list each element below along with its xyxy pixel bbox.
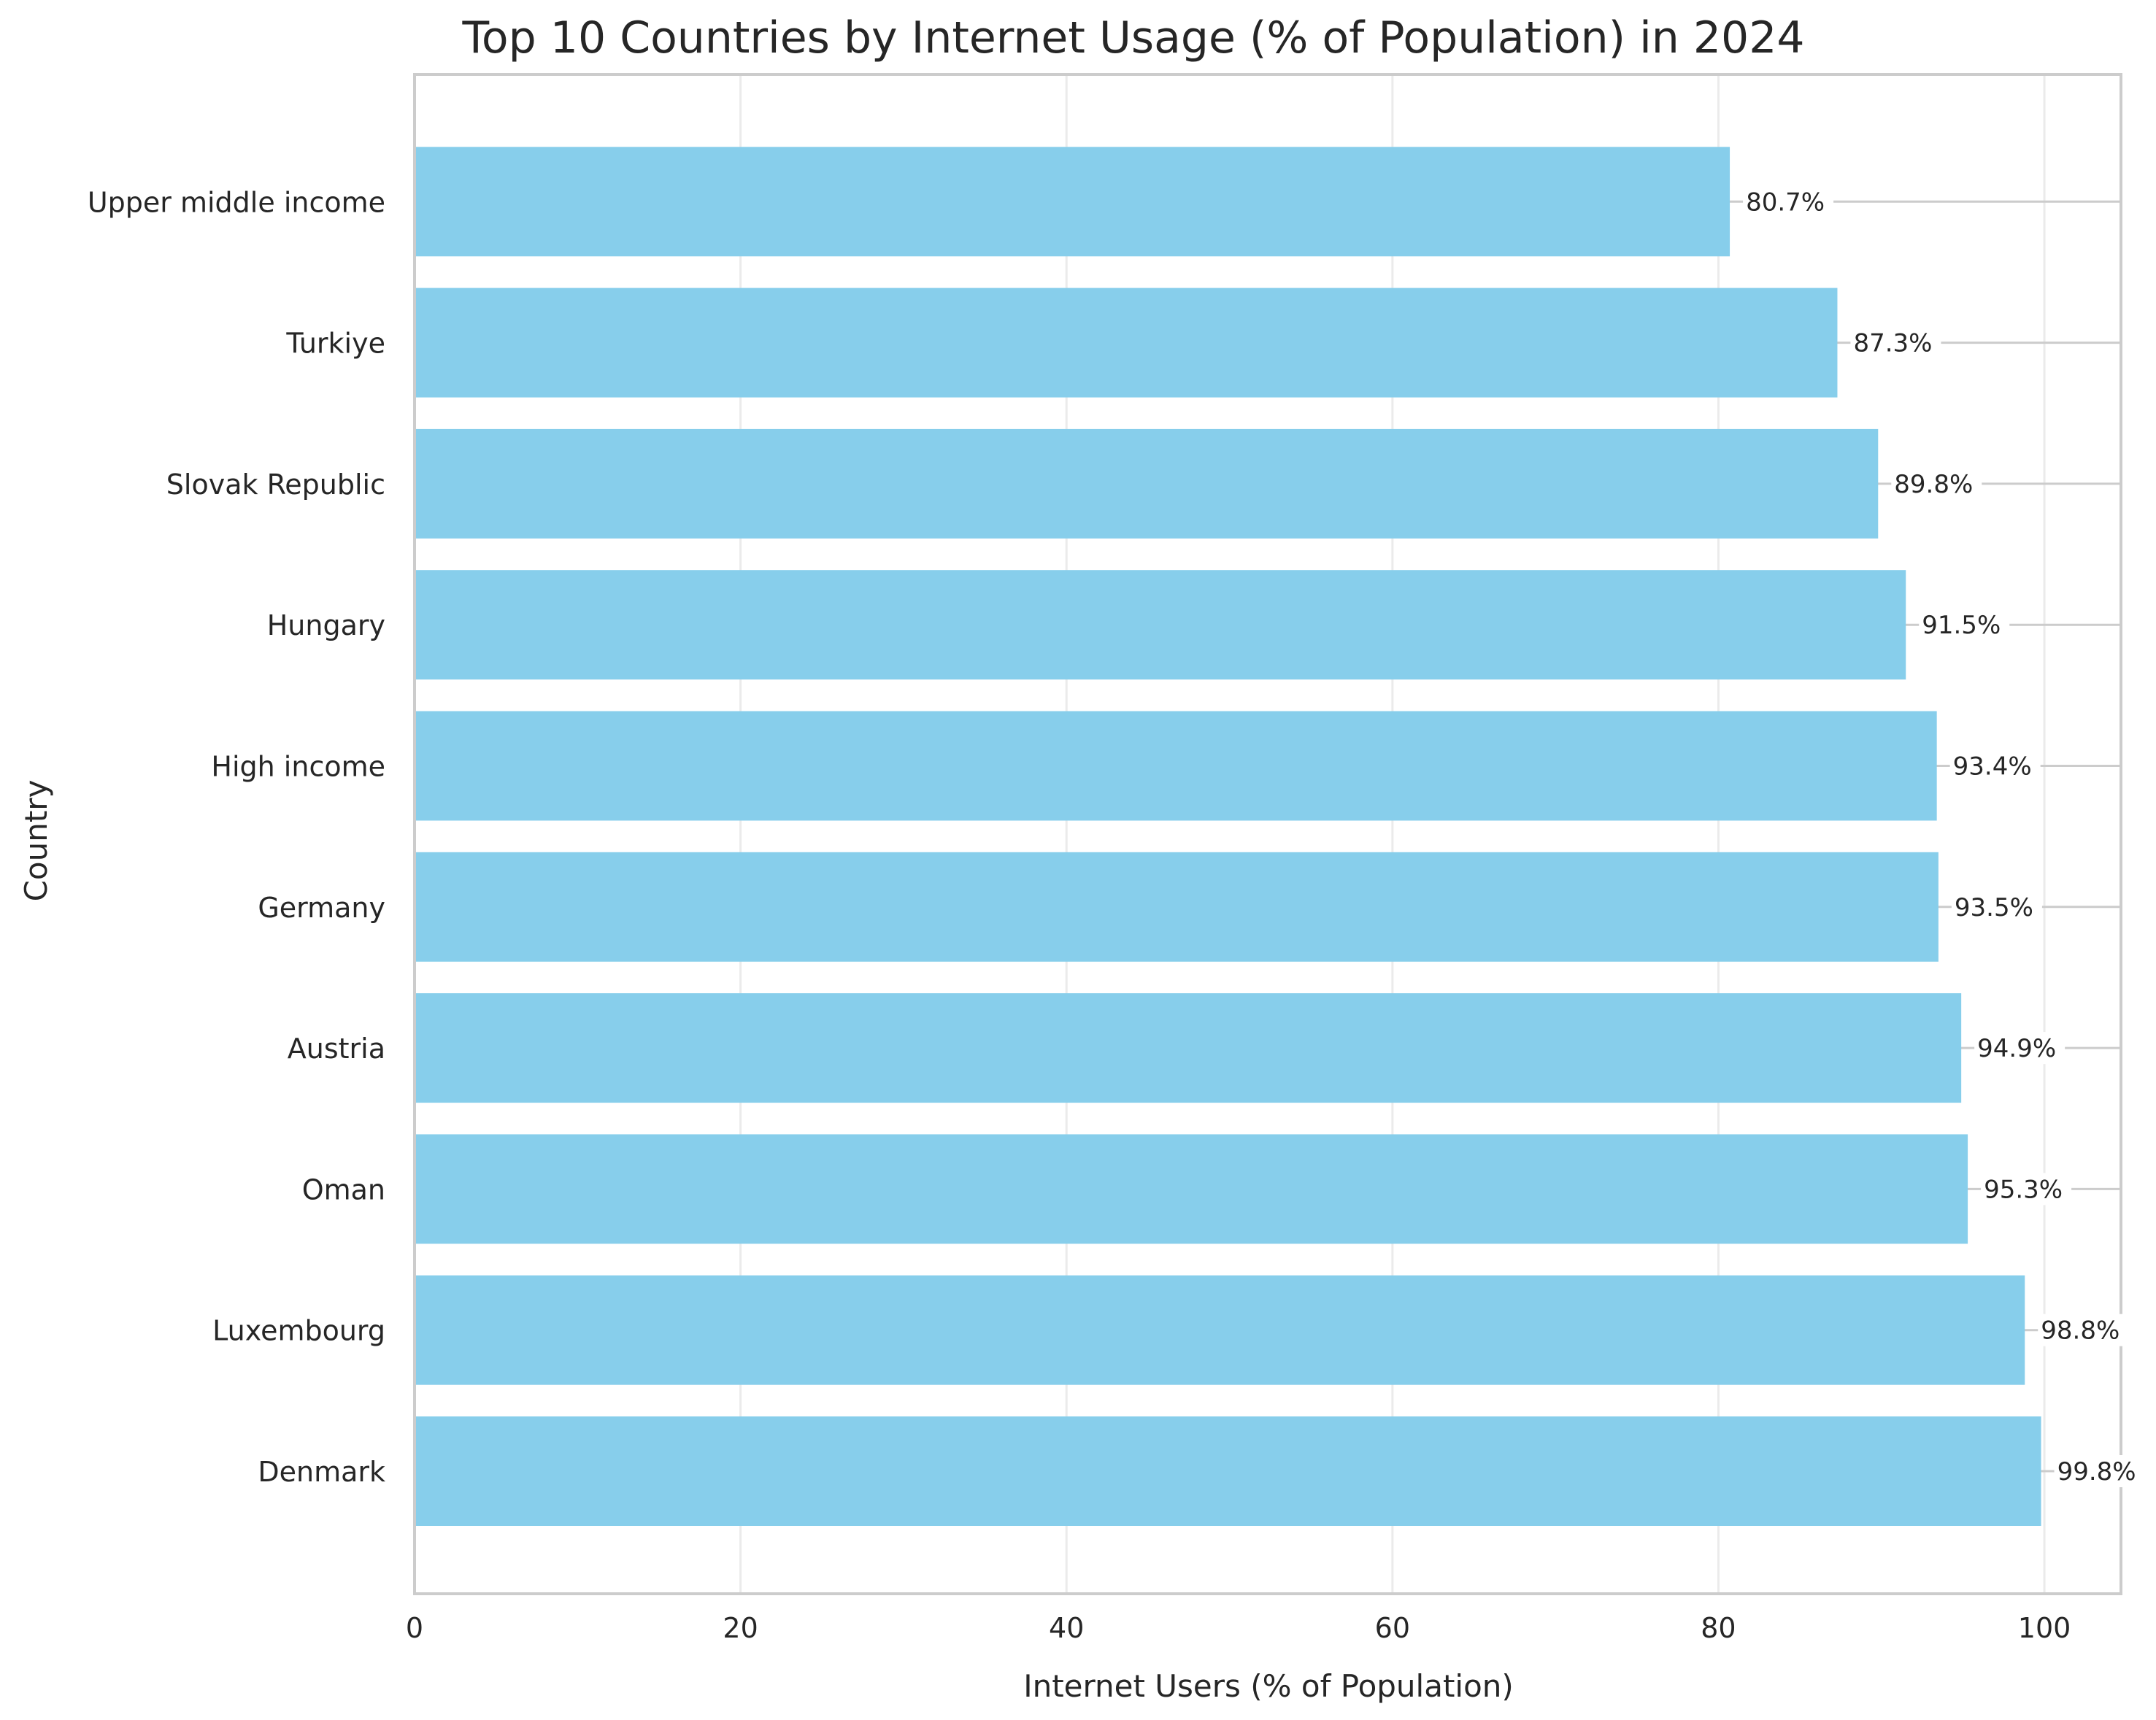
data-label-background [1981, 1173, 2072, 1206]
plot-frame [413, 73, 2122, 1595]
data-label: 91.5% [1922, 611, 2001, 640]
data-label: 87.3% [1853, 329, 1932, 358]
data-label: 95.3% [1984, 1175, 2063, 1204]
bar-upper-middle-income [415, 147, 1730, 257]
y-tick-label: Oman [302, 1173, 385, 1206]
data-label: 93.4% [1953, 752, 2032, 782]
data-label: 94.9% [1977, 1034, 2056, 1063]
y-axis-label: Country [18, 780, 54, 902]
data-label-background [1891, 467, 1982, 500]
x-axis-label: Internet Users (% of Population) [1023, 1668, 1514, 1704]
data-label: 99.8% [2057, 1457, 2136, 1486]
data-label: 80.7% [1746, 188, 1825, 217]
bars [415, 147, 2041, 1526]
y-tick-label: High income [211, 751, 385, 783]
y-tick-label: Hungary [267, 609, 385, 641]
data-label-background [2054, 1455, 2145, 1487]
y-tick-label: Germany [258, 892, 385, 924]
bar-denmark [415, 1416, 2041, 1526]
x-tick-label: 20 [723, 1612, 758, 1644]
y-tick-label: Turkiye [285, 328, 385, 360]
data-label: 93.5% [1955, 893, 2033, 922]
data-label-background [1850, 326, 1941, 359]
data-label-background [1919, 609, 2010, 641]
data-label-background [1974, 1032, 2065, 1065]
data-label: 89.8% [1894, 470, 1973, 499]
tick-labels: 0 20 40 60 80 100 Denmark Luxembourg Oman Austria… [88, 186, 2071, 1644]
data-label-background [2038, 1314, 2129, 1346]
x-tick-label: 100 [2018, 1612, 2071, 1644]
y-tick-label: Luxembourg [212, 1315, 385, 1347]
bar-slovak-republic [415, 428, 1879, 539]
y-tick-label: Austria [288, 1033, 385, 1065]
data-labels: 99.8% 98.8% 95.3% 94.9% 93.5% 93.4% 91.5% 89.8%… [1743, 185, 2145, 1487]
y-tick-label: Denmark [258, 1456, 385, 1488]
bar-germany [415, 852, 1939, 962]
y-tick-label: Slovak Republic [166, 468, 385, 501]
bar-high-income [415, 711, 1937, 821]
data-label-background [1949, 749, 2041, 782]
bar-hungary [415, 570, 1906, 680]
y-tick-label: Upper middle income [88, 186, 385, 218]
data-label: 98.8% [2041, 1316, 2120, 1346]
data-label-background [1743, 185, 1834, 218]
x-tick-label: 40 [1049, 1612, 1084, 1644]
x-tick-label: 0 [406, 1612, 423, 1644]
x-tick-label: 60 [1375, 1612, 1410, 1644]
data-label-background [1951, 890, 2042, 923]
bar-turkiye [415, 288, 1838, 398]
axes-frame [413, 73, 2122, 1595]
bar-oman [415, 1134, 1968, 1244]
bar-luxembourg [415, 1275, 2025, 1385]
chart-title: Top 10 Countries by Internet Usage (% of… [461, 12, 1804, 63]
x-tick-label: 80 [1701, 1612, 1736, 1644]
bar-austria [415, 993, 1962, 1103]
